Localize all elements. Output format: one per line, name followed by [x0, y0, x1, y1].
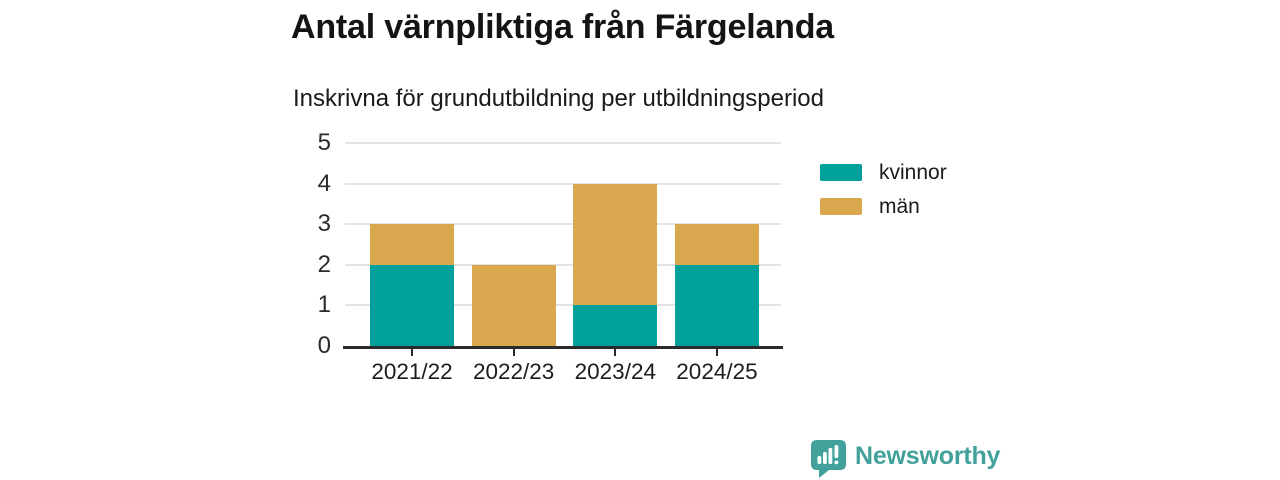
x-axis-label-1: 2022/23: [472, 359, 555, 384]
legend-label-kvinnor: kvinnor: [879, 161, 947, 184]
x-axis-label-2: 2023/24: [574, 359, 656, 384]
y-axis-label-4: 4: [317, 169, 331, 197]
y-axis-label-5: 5: [317, 129, 331, 156]
gridline-y4: [345, 182, 781, 185]
bar-segment-män-3: [674, 224, 759, 265]
bar-segment-män-2: [573, 183, 658, 306]
gridline-y1: [345, 304, 781, 307]
x-axis-tick-1: [512, 348, 515, 356]
bar-segment-kvinnor-3: [674, 264, 759, 346]
newsworthy-speech-bubble-chart-icon: [811, 440, 846, 478]
bar-segment-kvinnor-0: [370, 264, 454, 346]
x-axis-tick-0: [411, 348, 413, 356]
y-axis-label-3: 3: [317, 210, 331, 238]
legend-label-män: män: [879, 195, 920, 218]
chart-container: Antal värnpliktiga från Färgelanda Inskr…: [290, 0, 1000, 480]
bar-segment-män-1: [471, 264, 556, 346]
legend: kvinnor män: [820, 162, 947, 217]
y-axis-label-0: 0: [317, 332, 331, 359]
x-axis-tick-2: [614, 348, 617, 356]
x-axis-label-3: 2024/25: [676, 359, 758, 384]
chart-subtitle: Inskrivna för grundutbildning per utbild…: [293, 85, 824, 112]
x-axis-tick-3: [715, 348, 718, 356]
gridline-y5: [345, 142, 781, 144]
chart-title: Antal värnpliktiga från Färgelanda: [291, 8, 834, 46]
bar-segment-kvinnor-2: [573, 305, 658, 346]
legend-entry-män: män: [820, 196, 947, 217]
legend-swatch-män: [820, 198, 862, 215]
gridline-y3: [345, 223, 781, 226]
y-axis-label-2: 2: [317, 250, 331, 278]
plot-area: 0 1 2 3 4 5 2021/22 2022/23 2023/24 2024/25: [318, 131, 783, 384]
y-axis-label-1: 1: [317, 291, 331, 319]
x-axis-label-0: 2021/22: [371, 359, 453, 384]
bar-segment-män-0: [370, 224, 454, 265]
legend-entry-kvinnor: kvinnor: [820, 162, 947, 183]
newsworthy-logo: Newsworthy: [811, 440, 1000, 478]
gridline-y2: [345, 263, 781, 266]
newsworthy-logo-text: Newsworthy: [855, 441, 1001, 470]
x-axis-line: [343, 346, 783, 349]
legend-swatch-kvinnor: [820, 164, 862, 181]
